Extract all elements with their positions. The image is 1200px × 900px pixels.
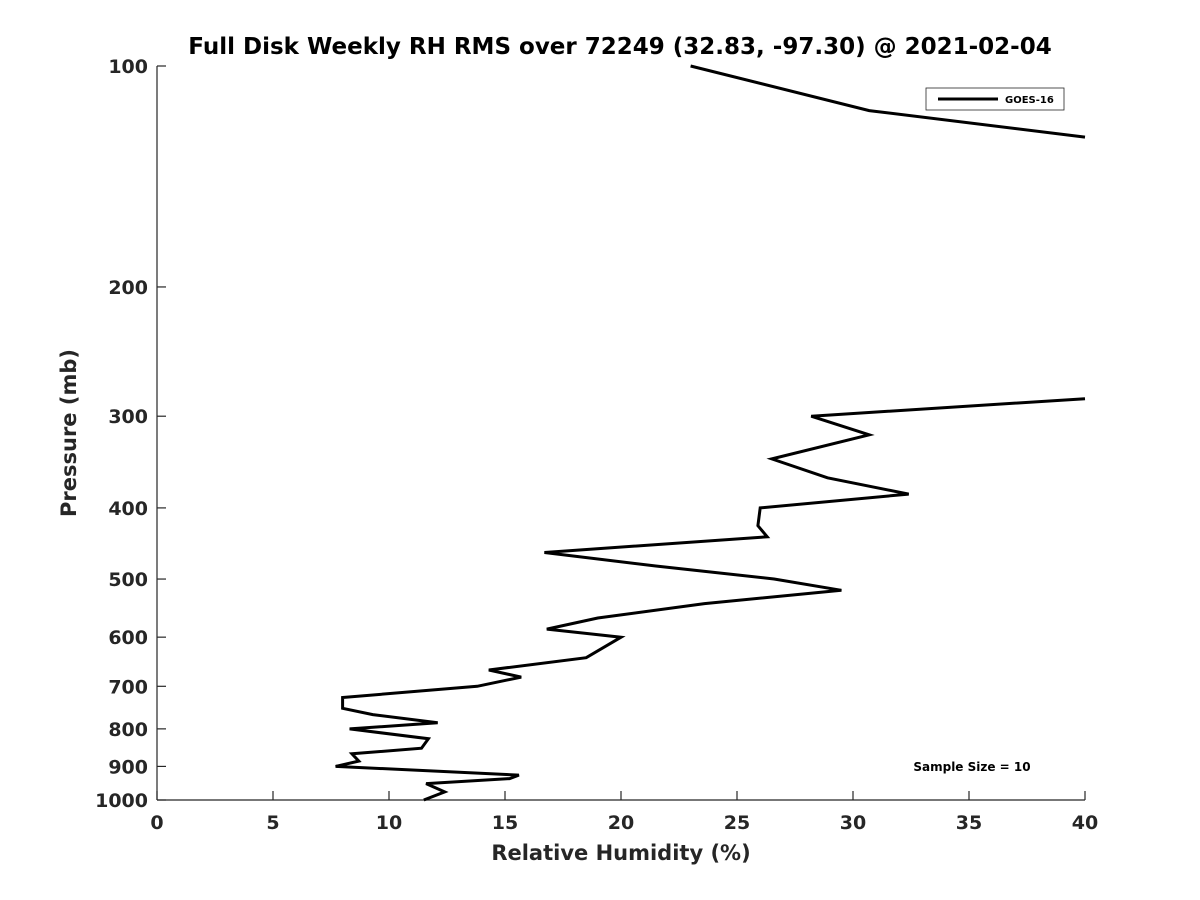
x-tick-label: 25 bbox=[724, 812, 750, 834]
x-tick-label: 15 bbox=[492, 812, 518, 834]
x-tick-label: 5 bbox=[266, 812, 279, 834]
y-tick-label: 500 bbox=[108, 569, 148, 591]
x-tick-label: 20 bbox=[608, 812, 634, 834]
x-axis-label: Relative Humidity (%) bbox=[491, 841, 750, 865]
x-tick-label: 30 bbox=[840, 812, 866, 834]
series-line-goes-16 bbox=[335, 397, 1086, 802]
y-tick-label: 400 bbox=[108, 498, 148, 520]
sample-size-annotation: Sample Size = 10 bbox=[913, 760, 1030, 774]
y-tick-label: 1000 bbox=[95, 790, 148, 812]
y-tick-label: 100 bbox=[108, 56, 148, 78]
chart-title: Full Disk Weekly RH RMS over 72249 (32.8… bbox=[188, 34, 1051, 60]
plot-area: 0 5 10 15 20 25 30 35 40 100 200 300 400 500 600 700 80… bbox=[95, 56, 1098, 834]
series-layer bbox=[335, 64, 1086, 802]
x-ticks: 0 5 10 15 20 25 30 35 40 bbox=[150, 791, 1098, 834]
y-tick-label: 200 bbox=[108, 277, 148, 299]
legend-label-goes-16: GOES-16 bbox=[1005, 95, 1054, 106]
y-tick-label: 900 bbox=[108, 756, 148, 778]
y-ticks: 100 200 300 400 500 600 700 800 900 1000 bbox=[95, 56, 166, 812]
series-line-goes-16 bbox=[690, 64, 1086, 139]
y-tick-label: 600 bbox=[108, 627, 148, 649]
x-tick-label: 35 bbox=[956, 812, 982, 834]
x-tick-label: 10 bbox=[376, 812, 402, 834]
y-tick-label: 800 bbox=[108, 719, 148, 741]
y-tick-label: 300 bbox=[108, 406, 148, 428]
y-axis-label: Pressure (mb) bbox=[57, 349, 81, 517]
legend: GOES-16 bbox=[925, 87, 1065, 111]
y-tick-label: 700 bbox=[108, 676, 148, 698]
x-tick-label: 0 bbox=[150, 812, 163, 834]
x-tick-label: 40 bbox=[1072, 812, 1098, 834]
